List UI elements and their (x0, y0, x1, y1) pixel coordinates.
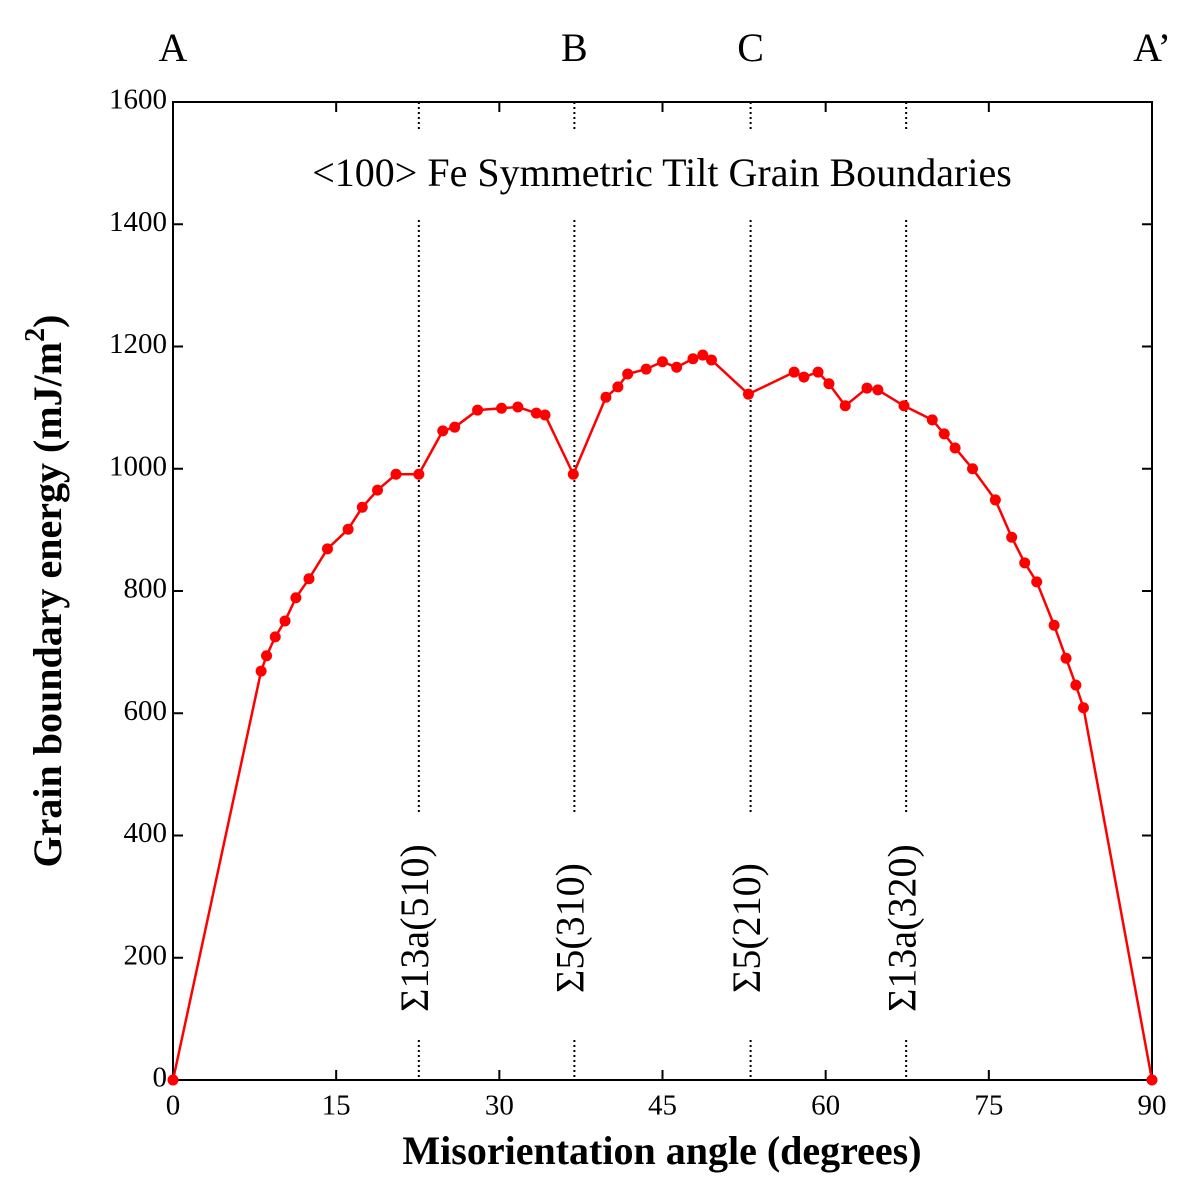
data-point (261, 650, 273, 662)
data-point (472, 404, 484, 416)
data-point (1031, 576, 1043, 588)
data-point (898, 400, 910, 412)
data-point (1060, 652, 1072, 664)
data-point (413, 468, 425, 480)
data-point (1070, 679, 1082, 691)
y-tick-label: 1200 (109, 328, 167, 360)
data-point (872, 384, 884, 396)
data-point (861, 382, 873, 394)
data-point (926, 414, 938, 426)
data-point (321, 543, 333, 555)
data-point (671, 361, 683, 373)
data-point (938, 428, 950, 440)
chart-title: <100> Fe Symmetric Tilt Grain Boundaries (312, 150, 1012, 195)
boundary-label: Σ5(310) (548, 863, 593, 993)
x-tick-label: 0 (166, 1090, 181, 1122)
data-point (622, 368, 634, 380)
data-point (356, 501, 368, 513)
data-line (171, 353, 1154, 1081)
y-tick-label: 1600 (109, 84, 167, 116)
x-tick-label: 75 (974, 1090, 1003, 1122)
plot-frame (172, 101, 1153, 1081)
y-tick-label: 0 (153, 1062, 168, 1094)
y-tick-label: 600 (124, 695, 168, 727)
data-point (342, 523, 354, 535)
data-point (798, 371, 810, 383)
y-tick-label: 1400 (109, 206, 167, 238)
data-point (290, 592, 302, 604)
data-point (823, 378, 835, 390)
data-point (539, 409, 551, 421)
boundary-label: Σ13a(320) (879, 844, 924, 1012)
top-label: C (737, 25, 764, 70)
data-point (949, 442, 961, 454)
data-point (449, 421, 461, 433)
data-point (1019, 557, 1031, 569)
data-point (372, 484, 384, 496)
y-label-sup: 2 (20, 328, 51, 342)
x-tick-label: 15 (322, 1090, 351, 1122)
x-tick-label: 30 (485, 1090, 514, 1122)
data-point (687, 353, 699, 365)
data-point (788, 366, 800, 378)
data-point (1006, 531, 1018, 543)
data-point (640, 363, 652, 375)
data-point (600, 391, 612, 403)
data-point (437, 425, 449, 437)
data-point (705, 354, 717, 366)
y-tick-label: 800 (124, 573, 168, 605)
data-point (255, 665, 267, 677)
data-point (812, 366, 824, 378)
top-label: A (159, 25, 188, 70)
y-axis-label: Grain boundary energy (mJ/m2) (20, 315, 70, 868)
x-tick-label: 60 (811, 1090, 840, 1122)
data-point (512, 401, 524, 413)
data-point (496, 402, 508, 414)
data-point (303, 573, 315, 585)
data-point (567, 468, 579, 480)
data-point (989, 494, 1001, 506)
data-point (612, 381, 624, 393)
x-tick-label: 90 (1138, 1090, 1167, 1122)
top-label: B (561, 25, 588, 70)
y-label-end: ) (25, 315, 70, 328)
data-point (279, 615, 291, 627)
data-point (1077, 702, 1089, 714)
data-point (697, 349, 709, 361)
x-tick-label: 45 (648, 1090, 677, 1122)
data-point (167, 1074, 179, 1086)
data-point (1048, 619, 1060, 631)
data-point (839, 400, 851, 412)
y-tick-label: 400 (124, 817, 168, 849)
data-point (530, 407, 542, 419)
boundary-label: Σ13a(510) (392, 844, 437, 1012)
y-tick-label: 200 (124, 939, 168, 971)
data-point (742, 388, 754, 400)
y-tick-label: 1000 (109, 450, 167, 482)
top-label: A’ (1133, 25, 1171, 70)
y-label-main: Grain boundary energy (mJ/m (25, 342, 70, 868)
data-point (967, 463, 979, 475)
x-axis-label: Misorientation angle (degrees) (402, 1128, 921, 1173)
data-point (657, 356, 668, 368)
boundary-label: Σ5(210) (724, 863, 769, 993)
data-point (269, 631, 281, 643)
data-point (1146, 1074, 1158, 1086)
data-point (390, 468, 402, 480)
